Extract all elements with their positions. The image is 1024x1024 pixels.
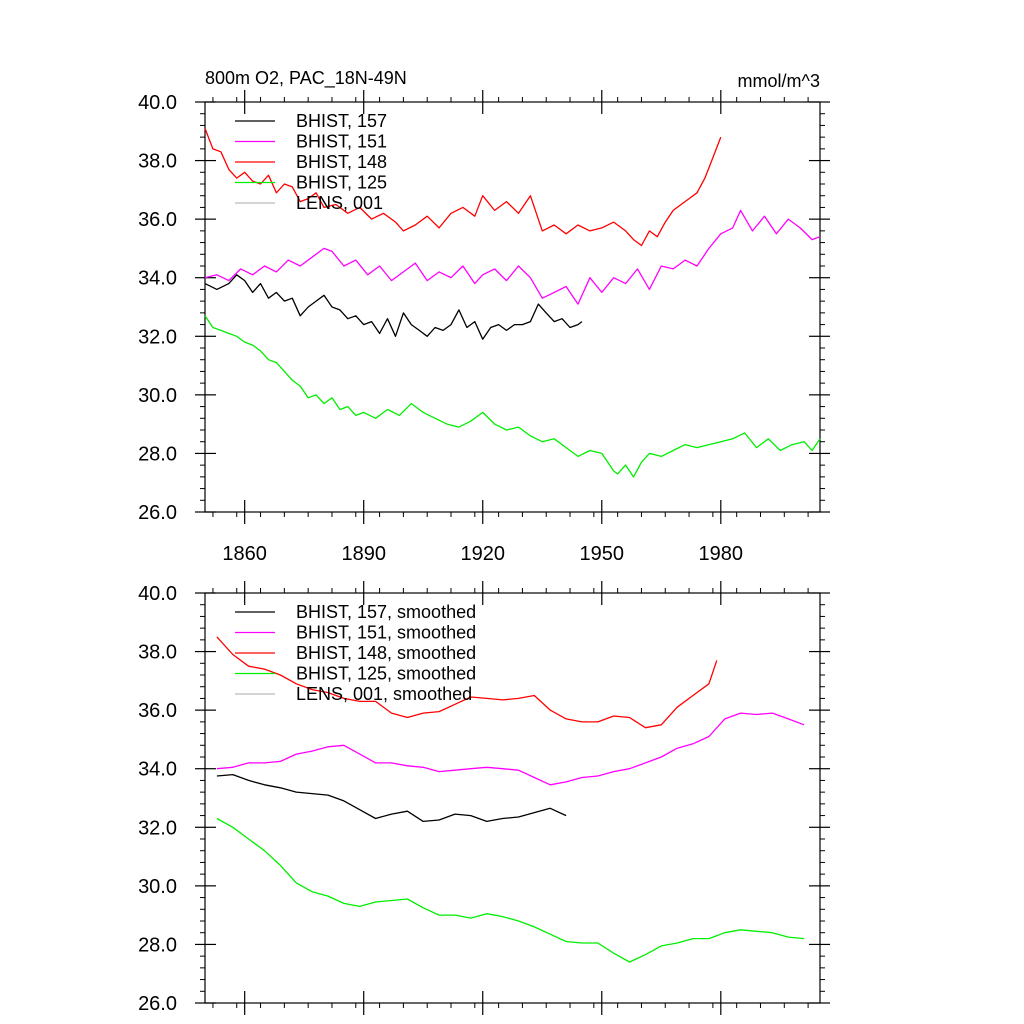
series-line-bhist-125 — [204, 315, 821, 478]
legend-label: BHIST, 151 — [296, 132, 387, 152]
axes: 26.0 28.0 30.0 32.0 34.0 36.0 38.0 40.0 1860 1890… — [138, 90, 830, 565]
units-label: mmol/m^3 — [738, 71, 820, 91]
series-layer — [216, 636, 805, 963]
y-tick-label: 28.0 — [138, 934, 177, 956]
y-tick-label: 26.0 — [138, 502, 177, 524]
y-tick-label: 32.0 — [138, 326, 177, 348]
y-tick-label: 26.0 — [138, 993, 177, 1015]
y-tick-label: 34.0 — [138, 268, 177, 290]
y-tick-label: 30.0 — [138, 385, 177, 407]
y-tick-label: 34.0 — [138, 759, 177, 781]
series-line-bhist-151 — [204, 209, 821, 305]
y-tick-label: 32.0 — [138, 817, 177, 839]
series-line-bhist-157-smoothed — [216, 773, 567, 823]
y-tick-label: 38.0 — [138, 151, 177, 173]
series-layer — [204, 128, 821, 478]
y-tick-label: 36.0 — [138, 209, 177, 231]
axes: 26.0 28.0 30.0 32.0 34.0 36.0 38.0 40.0 — [138, 581, 830, 1015]
y-tick-label: 28.0 — [138, 443, 177, 465]
legend-label: BHIST, 157, smoothed — [296, 602, 476, 622]
series-line-bhist-157 — [204, 274, 583, 340]
x-tick-label: 1950 — [580, 543, 625, 565]
plot-frame — [204, 592, 821, 1004]
y-tick-label: 36.0 — [138, 700, 177, 722]
series-line-bhist-151-smoothed — [216, 712, 805, 786]
plot-frame — [204, 101, 821, 513]
legend-label: BHIST, 125 — [296, 173, 387, 193]
legend-label: LENS, 001 — [296, 193, 383, 213]
y-tick-label: 40.0 — [138, 583, 177, 605]
top-panel: 800m O2, PAC_18N-49N mmol/m^3 26.0 28.0 30… — [138, 68, 830, 565]
y-tick-label: 30.0 — [138, 876, 177, 898]
legend-label: BHIST, 151, smoothed — [296, 623, 476, 643]
series-line-bhist-125-smoothed — [216, 817, 805, 963]
x-tick-label: 1890 — [341, 543, 386, 565]
legend-label: LENS, 001, smoothed — [296, 684, 472, 704]
x-tick-label: 1920 — [460, 543, 505, 565]
chart-title: 800m O2, PAC_18N-49N — [205, 68, 407, 89]
x-tick-label: 1980 — [699, 543, 744, 565]
legend-label: BHIST, 148, smoothed — [296, 643, 476, 663]
y-tick-label: 38.0 — [138, 642, 177, 664]
legend-label: BHIST, 157 — [296, 111, 387, 131]
legend-label: BHIST, 148 — [296, 152, 387, 172]
bottom-panel: 26.0 28.0 30.0 32.0 34.0 36.0 38.0 40.0 BHIST, … — [138, 581, 830, 1015]
legend-label: BHIST, 125, smoothed — [296, 664, 476, 684]
series-line-bhist-148 — [204, 128, 722, 247]
x-tick-label: 1860 — [222, 543, 267, 565]
series-line-bhist-148-smoothed — [216, 636, 718, 729]
y-tick-label: 40.0 — [138, 92, 177, 114]
